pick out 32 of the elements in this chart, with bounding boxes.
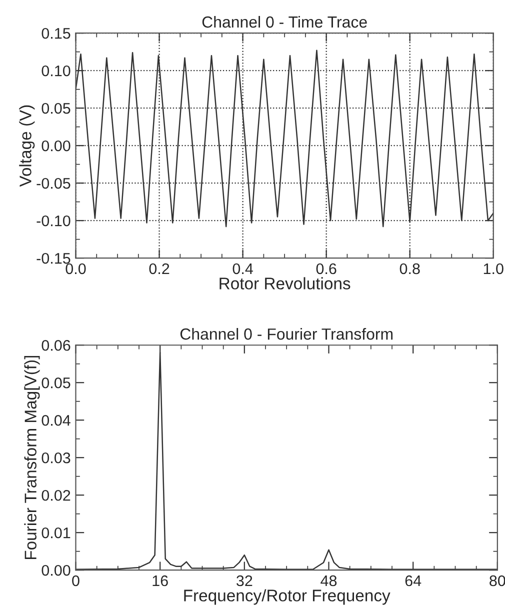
y-tick-label: 0.00 — [42, 564, 70, 576]
y-axis-title: Fourier Transform Mag[V(f)] — [24, 356, 40, 560]
x-tick-label: 0 — [72, 575, 80, 586]
x-tick-label: 48 — [320, 575, 337, 586]
chart-title: Channel 0 - Time Trace — [202, 16, 367, 28]
y-tick-label: 0.01 — [42, 527, 70, 538]
y-tick-label: 0.15 — [42, 28, 70, 39]
x-tick-label: 0.0 — [66, 263, 86, 274]
y-tick-label: 0.05 — [42, 102, 70, 114]
x-axis-title: Rotor Revolutions — [220, 277, 350, 290]
x-tick-label: 0.8 — [400, 263, 420, 274]
y-tick-label: 0.00 — [42, 140, 70, 152]
y-axis-title: Voltage (V) — [19, 105, 35, 187]
y-tick-label: 0.03 — [42, 452, 70, 464]
x-axis-title: Frequency/Rotor Frequency — [184, 589, 390, 605]
y-tick-label: -0.05 — [36, 178, 70, 189]
x-tick-label: 0.4 — [232, 263, 253, 274]
x-tick-label: 1.0 — [484, 263, 504, 274]
y-tick-label: -0.10 — [36, 215, 70, 226]
x-tick-label: 0.2 — [149, 263, 170, 274]
x-tick-label: 16 — [152, 575, 168, 586]
x-tick-label: 0.6 — [316, 263, 336, 274]
chart-title: Channel 0 - Fourier Transform — [180, 328, 393, 340]
x-tick-label: 32 — [236, 575, 252, 586]
y-tick-label: 0.04 — [42, 414, 70, 426]
y-tick-label: 0.02 — [42, 490, 70, 501]
y-tick-label: 0.06 — [42, 340, 70, 351]
y-tick-label: 0.05 — [42, 377, 70, 388]
x-tick-label: 80 — [490, 575, 505, 586]
y-tick-label: 0.10 — [42, 65, 70, 76]
y-tick-label: -0.15 — [36, 252, 70, 264]
x-tick-label: 64 — [405, 575, 422, 586]
